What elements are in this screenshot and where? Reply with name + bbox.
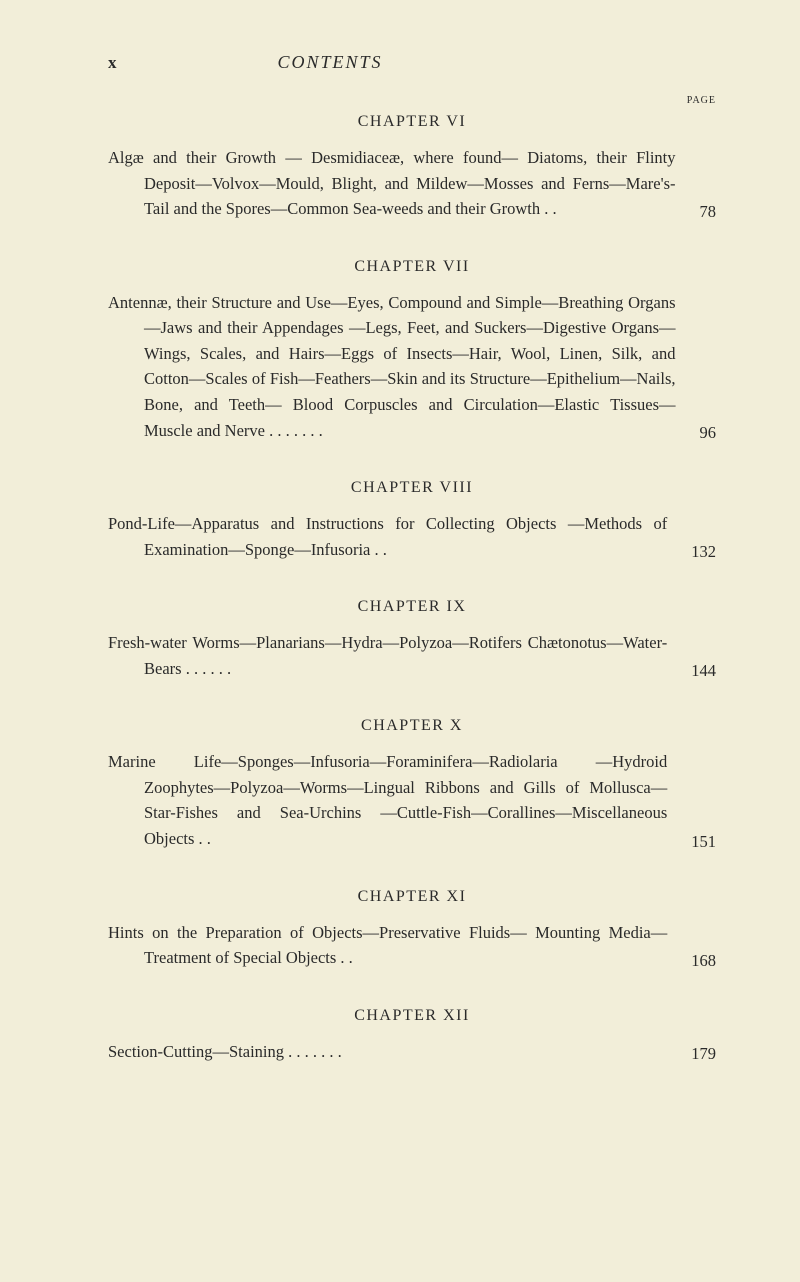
toc-entry: Pond-Life—Apparatus and Instructions for… <box>108 511 716 562</box>
page-header: x CONTENTS <box>108 52 716 73</box>
toc-entry: Algæ and their Growth — Desmidiaceæ, whe… <box>108 145 716 222</box>
toc-entry-page: 151 <box>691 832 716 852</box>
chapter-block: CHAPTER XI Hints on the Preparation of O… <box>108 888 716 971</box>
page-title: CONTENTS <box>278 52 383 73</box>
toc-entry-text: Pond-Life—Apparatus and Instructions for… <box>108 511 667 562</box>
toc-entry-text: Fresh-water Worms—Planarians—Hydra—Polyz… <box>108 630 667 681</box>
page-container: x CONTENTS CHAPTER VI PAGE Algæ and thei… <box>0 0 800 1140</box>
toc-entry-page: 132 <box>691 542 716 562</box>
toc-entry: Marine Life—Sponges—Infusoria—Foraminife… <box>108 749 716 851</box>
toc-entry-text: Marine Life—Sponges—Infusoria—Foraminife… <box>108 749 667 851</box>
toc-entry: Fresh-water Worms—Planarians—Hydra—Polyz… <box>108 630 716 681</box>
toc-entry: Hints on the Preparation of Objects—Pres… <box>108 920 716 971</box>
chapter-heading: CHAPTER VI <box>108 113 716 131</box>
toc-entry: Section-Cutting—Staining . . . . . . . 1… <box>108 1039 716 1065</box>
toc-entry-text: Algæ and their Growth — Desmidiaceæ, whe… <box>108 145 676 222</box>
toc-entry-page: 78 <box>700 202 717 222</box>
toc-entry-text: Antennæ, their Structure and Use—Eyes, C… <box>108 290 676 443</box>
chapter-block: CHAPTER VII Antennæ, their Structure and… <box>108 258 716 443</box>
chapter-block: CHAPTER VIII Pond-Life—Apparatus and Ins… <box>108 479 716 562</box>
chapter-heading: CHAPTER VIII <box>108 479 716 497</box>
chapter-block: CHAPTER X Marine Life—Sponges—Infusoria—… <box>108 717 716 851</box>
toc-entry-page: 179 <box>691 1044 716 1064</box>
toc-entry-text: Section-Cutting—Staining . . . . . . . <box>108 1039 667 1065</box>
page-column-label: PAGE <box>687 95 716 106</box>
chapter-heading: CHAPTER XI <box>108 888 716 906</box>
toc-entry: Antennæ, their Structure and Use—Eyes, C… <box>108 290 716 443</box>
chapter-heading: CHAPTER VII <box>108 258 716 276</box>
toc-entry-page: 96 <box>700 423 717 443</box>
toc-entry-page: 168 <box>691 951 716 971</box>
chapter-heading: CHAPTER X <box>108 717 716 735</box>
chapter-heading: CHAPTER IX <box>108 598 716 616</box>
toc-entry-text: Hints on the Preparation of Objects—Pres… <box>108 920 667 971</box>
chapter-block: CHAPTER XII Section-Cutting—Staining . .… <box>108 1007 716 1065</box>
page-roman-numeral: x <box>108 53 118 73</box>
chapter-block: CHAPTER VI PAGE Algæ and their Growth — … <box>108 113 716 222</box>
toc-entry-page: 144 <box>691 661 716 681</box>
chapter-heading: CHAPTER XII <box>108 1007 716 1025</box>
chapter-block: CHAPTER IX Fresh-water Worms—Planarians—… <box>108 598 716 681</box>
